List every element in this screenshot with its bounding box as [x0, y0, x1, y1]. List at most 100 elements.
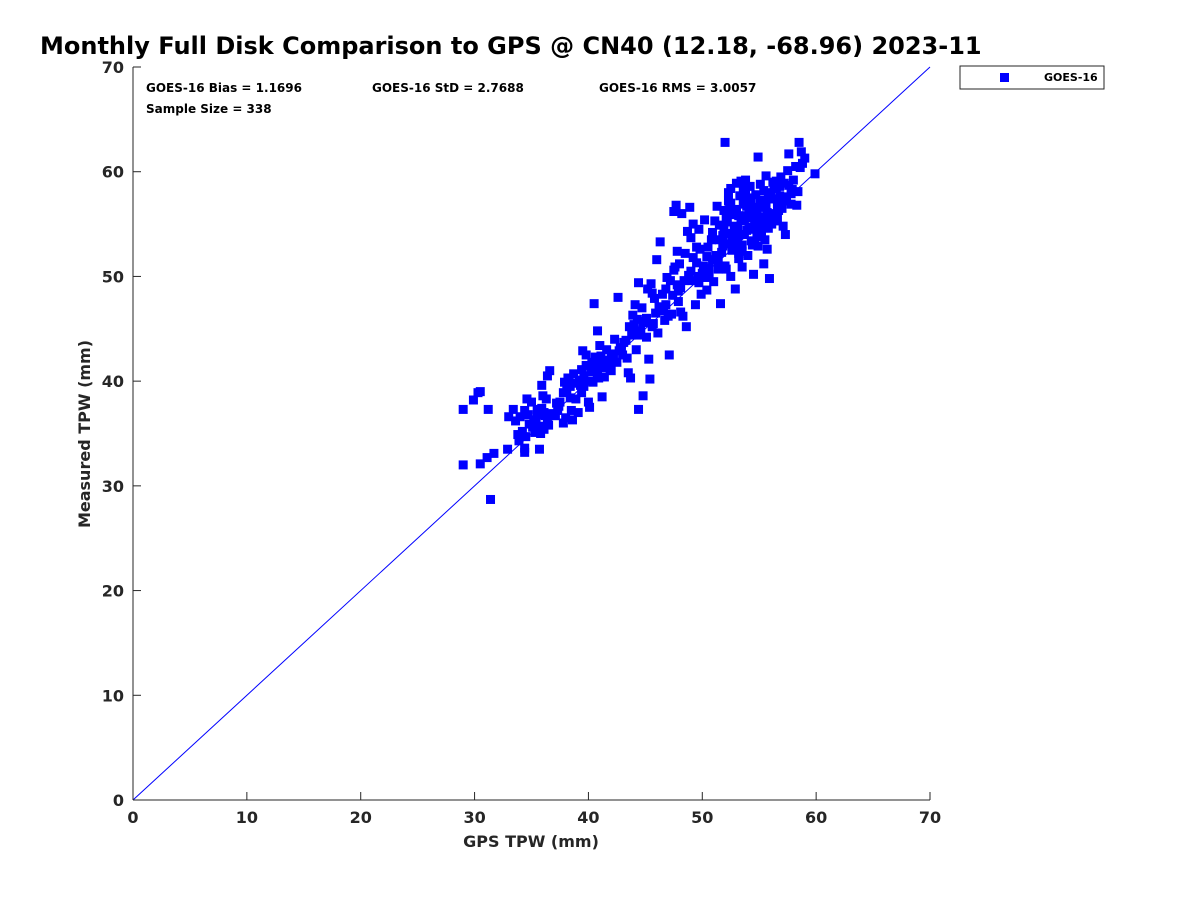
rms-stat: GOES-16 RMS = 3.0057 — [599, 81, 756, 95]
data-point — [772, 213, 782, 223]
data-point — [735, 191, 745, 201]
data-point — [486, 494, 496, 504]
data-point — [542, 415, 552, 425]
data-point — [709, 277, 719, 287]
data-point — [711, 250, 721, 260]
data-point — [593, 326, 603, 336]
data-point — [700, 215, 710, 225]
data-point — [687, 276, 697, 286]
bias-stat: GOES-16 Bias = 1.1696 — [146, 81, 302, 95]
data-point — [524, 419, 534, 429]
data-point — [710, 216, 720, 226]
x-tick-label: 70 — [919, 808, 941, 827]
data-point — [599, 372, 609, 382]
data-point — [702, 285, 712, 295]
data-point — [737, 240, 747, 250]
data-point — [586, 367, 596, 377]
data-point — [794, 137, 804, 147]
data-point — [511, 416, 521, 426]
data-point — [730, 242, 740, 252]
data-point — [606, 349, 616, 359]
data-point — [667, 309, 677, 319]
data-point — [652, 255, 662, 265]
data-point — [766, 188, 776, 198]
data-point — [631, 345, 641, 355]
data-point — [508, 404, 518, 414]
data-point — [596, 360, 606, 370]
y-axis-label: Measured TPW (mm) — [75, 340, 94, 528]
data-point — [581, 360, 591, 370]
data-point — [763, 194, 773, 204]
data-point — [738, 182, 748, 192]
data-point — [558, 388, 568, 398]
data-point — [593, 370, 603, 380]
data-point — [565, 393, 575, 403]
data-point — [720, 137, 730, 147]
data-point — [784, 180, 794, 190]
data-point — [580, 376, 590, 386]
data-point — [800, 153, 810, 163]
data-point — [601, 363, 611, 373]
data-point — [737, 262, 747, 272]
data-point — [726, 271, 736, 281]
data-point — [629, 320, 639, 330]
data-point — [567, 415, 577, 425]
data-point — [661, 300, 671, 310]
data-point — [763, 223, 773, 233]
data-point — [722, 239, 732, 249]
data-point — [760, 235, 770, 245]
data-point — [566, 405, 576, 415]
y-tick-label: 70 — [102, 58, 124, 77]
data-point — [671, 200, 681, 210]
data-point — [521, 432, 531, 442]
data-point — [659, 305, 669, 315]
data-point — [550, 411, 560, 421]
data-point — [745, 181, 755, 191]
data-point — [468, 395, 478, 405]
data-point — [796, 147, 806, 157]
data-point — [661, 284, 671, 294]
data-point — [771, 176, 781, 186]
data-point — [780, 230, 790, 240]
x-tick-label: 0 — [127, 808, 138, 827]
data-point — [755, 179, 765, 189]
data-point — [504, 412, 514, 422]
data-point — [627, 330, 637, 340]
data-point — [754, 202, 764, 212]
x-tick-label: 50 — [691, 808, 713, 827]
data-point — [722, 217, 732, 227]
data-point — [662, 272, 672, 282]
data-point — [523, 410, 533, 420]
data-point — [539, 408, 549, 418]
data-point — [750, 218, 760, 228]
data-point — [719, 225, 729, 235]
x-axis-ticks: 0 10 20 30 40 50 60 70 — [127, 792, 941, 827]
data-point — [657, 289, 667, 299]
data-point — [542, 371, 552, 381]
data-point — [588, 377, 598, 387]
data-point — [530, 427, 540, 437]
data-point — [810, 169, 820, 179]
sample-size-stat: Sample Size = 338 — [146, 102, 272, 116]
data-point — [797, 158, 807, 168]
data-point — [704, 269, 714, 279]
data-point — [638, 391, 648, 401]
data-point — [704, 263, 714, 273]
data-point — [629, 325, 639, 335]
data-point — [706, 235, 716, 245]
data-point — [784, 149, 794, 159]
data-point — [558, 418, 568, 428]
data-point — [482, 453, 492, 463]
y-axis-ticks: 0 10 20 30 40 50 60 70 — [102, 58, 141, 810]
data-point — [645, 374, 655, 384]
data-point — [529, 418, 539, 428]
data-point — [614, 346, 624, 356]
data-point — [648, 319, 658, 329]
data-point — [664, 350, 674, 360]
data-point — [475, 459, 485, 469]
data-point — [694, 224, 704, 234]
data-point — [749, 224, 759, 234]
data-point — [759, 259, 769, 269]
legend-label: GOES-16 — [1044, 71, 1098, 84]
data-point — [590, 352, 600, 362]
